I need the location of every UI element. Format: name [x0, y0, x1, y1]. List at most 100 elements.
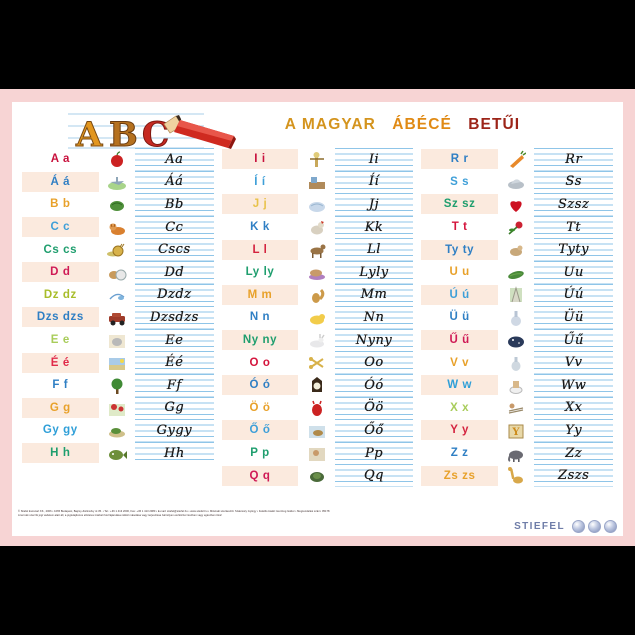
letter-pair: Ő ő — [221, 420, 299, 441]
cursive-letter-pair: Pp — [364, 445, 384, 461]
alphabet-row: U u Uu — [421, 260, 613, 284]
cursive-writing-line: Tt — [534, 215, 613, 239]
page-title: A MAGYAR ÁBÉCÉ BETŰI — [12, 116, 623, 134]
chicken-icon — [498, 239, 534, 260]
space-icon — [498, 330, 534, 351]
cursive-letter-pair: Uu — [563, 264, 584, 280]
ruled-lines — [334, 396, 414, 420]
hen-icon — [298, 262, 334, 283]
ruled-lines — [534, 328, 613, 352]
alphabet-row: Zs zs Zszs — [421, 464, 613, 487]
alphabet-columns: A a Aa Á á Áá B b Bb C c Cc Cs cs Cscs D d Dd Dz dz D… — [12, 148, 623, 487]
cursive-letter-pair: Bb — [164, 196, 184, 212]
cursive-letter-pair: Óó — [364, 377, 384, 393]
cursive-letter-pair: Dd — [164, 264, 185, 280]
alphabet-row: Ny ny Nyny — [221, 328, 414, 352]
cursive-letter-pair: Cscs — [158, 242, 191, 258]
alphabet-row: Q q Qq — [221, 464, 414, 487]
alphabet-row: C c Cc — [22, 215, 214, 239]
ruled-lines — [135, 148, 214, 171]
deer-icon — [298, 420, 334, 441]
letter-pair: E e — [50, 334, 70, 347]
desk-icon — [298, 171, 334, 192]
alphabet-row: X x Xx — [421, 396, 613, 420]
ruled-lines — [135, 260, 214, 284]
cursive-letter-pair: Őő — [364, 422, 384, 438]
tree-icon — [99, 375, 135, 396]
letter-pair: Ny ny — [221, 330, 299, 351]
alphabet-row: Dz dz Dzdz — [22, 283, 214, 307]
clock-icon — [298, 375, 334, 396]
letter-pair: V v — [450, 356, 470, 369]
ruled-lines — [534, 464, 613, 487]
ruled-lines — [334, 148, 414, 171]
cursive-letter-pair: Yy — [565, 422, 583, 438]
seal-icon-2 — [588, 520, 601, 533]
alphabet-row: Ű ű Űű — [421, 328, 613, 352]
bee-icon — [99, 284, 135, 305]
cursive-writing-line: Nn — [334, 306, 414, 329]
alphabet-row: Gy gy Gygy — [22, 419, 214, 442]
cursive-letter-pair: Űű — [563, 332, 584, 348]
cursive-writing-line: Éé — [135, 351, 214, 374]
hat-icon — [498, 171, 534, 192]
alphabet-row: T t Tt — [421, 215, 613, 239]
alphabet-row: É é Éé — [22, 351, 214, 374]
alphabet-row: J j Jj — [221, 193, 414, 216]
alphabet-row: V v Vv — [421, 351, 613, 374]
letter-pair: Ty ty — [421, 239, 498, 260]
letter-pair: F f — [52, 379, 69, 392]
alphabet-row: Á á Áá — [22, 170, 214, 194]
ruled-lines — [334, 193, 414, 216]
cursive-writing-line: Ee — [135, 328, 214, 352]
ruled-lines — [135, 351, 214, 374]
letter-pair: X x — [450, 401, 470, 414]
toilet-icon — [498, 375, 534, 396]
ruled-lines — [534, 351, 613, 374]
letter-pair: Zs zs — [421, 465, 498, 486]
cursive-letter-pair: Ii — [368, 151, 380, 167]
cursive-letter-pair: Ww — [560, 377, 587, 393]
column-3: R r Rr S s Ss Sz sz Szsz T t Tt Ty ty Tyty U u Uu Ú … — [417, 148, 617, 487]
cursive-writing-line: Úú — [534, 283, 613, 307]
footer-line-1: © Stiefel Eurocart Kft., 2006 • 1065 Bud… — [18, 510, 330, 513]
letter-pair: Z z — [450, 447, 469, 460]
letter-pair: N n — [249, 311, 271, 324]
sky-icon — [99, 352, 135, 373]
letter-pair: L l — [221, 239, 299, 260]
cursive-writing-line: Tyty — [534, 238, 613, 261]
ruled-lines — [135, 419, 214, 442]
cursive-letter-pair: Tt — [566, 219, 582, 235]
alphabet-row: B b Bb — [22, 193, 214, 216]
ice-icon — [298, 194, 334, 215]
cursive-letter-pair: Gygy — [156, 422, 193, 438]
cursive-writing-line: Uu — [534, 260, 613, 284]
alphabet-row: Ú ú Úú — [421, 283, 613, 307]
cursive-letter-pair: Gg — [164, 400, 185, 416]
ruled-lines — [135, 328, 214, 352]
ruled-lines — [534, 170, 613, 194]
cucumber-icon — [498, 262, 534, 283]
alphabet-row: Ö ö Öö — [222, 396, 414, 420]
cursive-writing-line: Aa — [135, 148, 214, 171]
dog-icon — [99, 262, 135, 283]
alphabet-row: E e Ee — [22, 328, 214, 352]
cursive-writing-line: Ii — [334, 148, 414, 171]
ruled-lines — [534, 419, 613, 442]
scarecrow-icon — [298, 149, 334, 170]
cursive-letter-pair: Zz — [565, 445, 583, 461]
ruled-lines — [534, 373, 613, 397]
letter-pair: Y y — [421, 420, 498, 441]
alphabet-row: W w Ww — [421, 373, 613, 397]
ruled-lines — [334, 419, 414, 442]
cursive-writing-line: Lyly — [334, 260, 414, 284]
cabbage-icon — [99, 194, 135, 215]
mouse-icon — [99, 330, 135, 351]
alphabet-row: D d Dd — [22, 260, 214, 284]
rabbit-icon — [298, 330, 334, 351]
cursive-letter-pair: Íí — [368, 174, 380, 190]
poster-header: A B C A MAGYAR — [12, 102, 623, 156]
letter-pair: Ü ü — [449, 311, 470, 324]
cursive-letter-pair: Ff — [166, 377, 182, 393]
cursive-letter-pair: Szsz — [558, 196, 590, 212]
